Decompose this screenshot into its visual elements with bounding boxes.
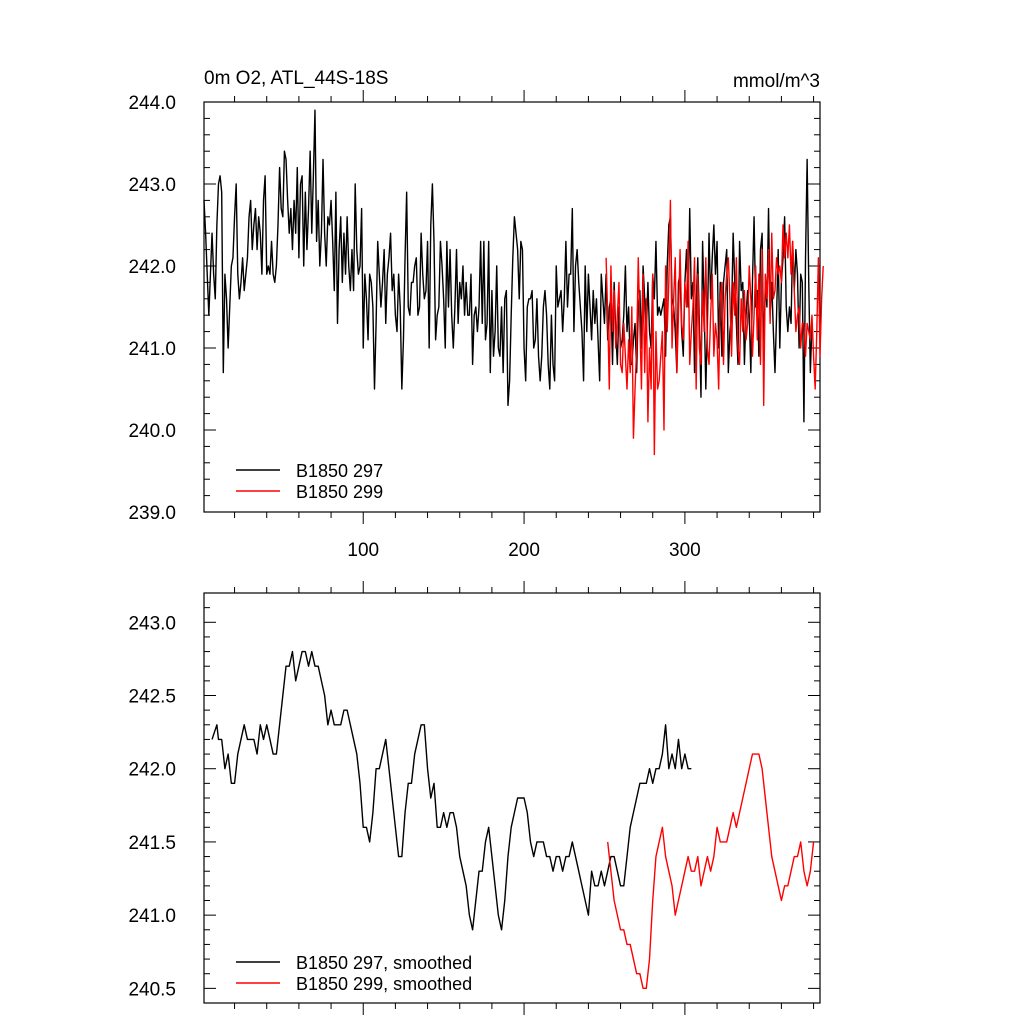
bottom-series-line-1 bbox=[211, 650, 692, 931]
top-y-tick-label: 242.0 bbox=[128, 257, 176, 278]
top-legend-label-2: B1850 299 bbox=[296, 482, 383, 502]
bottom-legend-label-2: B1850 299, smoothed bbox=[296, 974, 472, 994]
top-y-tick-label: 240.0 bbox=[128, 421, 176, 442]
top-y-tick-label: 241.0 bbox=[128, 339, 176, 360]
top-panel-title: 0m O2, ATL_44S-18S bbox=[204, 68, 388, 89]
top-series-line-1 bbox=[203, 109, 813, 423]
top-panel: 239.0 240.0 241.0 242.0 243.0 244.0 100 200 300 B… bbox=[128, 90, 824, 561]
bottom-panel: 240.5 241.0 241.5 242.0 242.5 243.0 B1850 297,… bbox=[128, 581, 821, 1015]
bottom-y-tick-label: 240.5 bbox=[128, 979, 176, 1000]
bottom-legend-label-1: B1850 297, smoothed bbox=[296, 953, 472, 973]
top-series-line-2 bbox=[605, 199, 824, 456]
top-x-tick-label: 100 bbox=[347, 540, 379, 561]
bottom-plot-frame bbox=[203, 592, 821, 1004]
bottom-y-tick-label: 242.5 bbox=[128, 687, 176, 708]
top-panel-units: mmol/m^3 bbox=[733, 71, 820, 92]
top-x-tick-label: 300 bbox=[669, 540, 701, 561]
bottom-y-tick-label: 242.0 bbox=[128, 760, 176, 781]
bottom-series-line-2 bbox=[607, 753, 815, 990]
top-x-tick-label: 200 bbox=[508, 540, 540, 561]
top-y-tick-label: 239.0 bbox=[128, 503, 176, 524]
bottom-y-tick-label: 243.0 bbox=[128, 613, 176, 634]
top-plot-frame bbox=[203, 101, 821, 513]
top-legend-label-1: B1850 297 bbox=[296, 461, 383, 481]
bottom-y-tick-label: 241.5 bbox=[128, 833, 176, 854]
bottom-y-tick-label: 241.0 bbox=[128, 906, 176, 927]
top-y-tick-label: 244.0 bbox=[128, 93, 176, 114]
top-y-tick-label: 243.0 bbox=[128, 175, 176, 196]
